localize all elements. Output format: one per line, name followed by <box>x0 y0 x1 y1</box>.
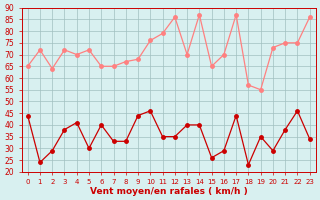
X-axis label: Vent moyen/en rafales ( km/h ): Vent moyen/en rafales ( km/h ) <box>90 187 248 196</box>
